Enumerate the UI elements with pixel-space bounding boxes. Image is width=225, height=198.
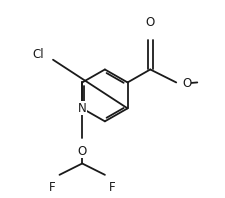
Text: F: F <box>108 181 115 194</box>
Text: Cl: Cl <box>32 48 44 61</box>
Text: N: N <box>77 102 86 115</box>
Text: O: O <box>145 16 154 29</box>
Text: O: O <box>181 77 190 90</box>
Text: F: F <box>49 181 55 194</box>
Text: O: O <box>77 145 86 158</box>
